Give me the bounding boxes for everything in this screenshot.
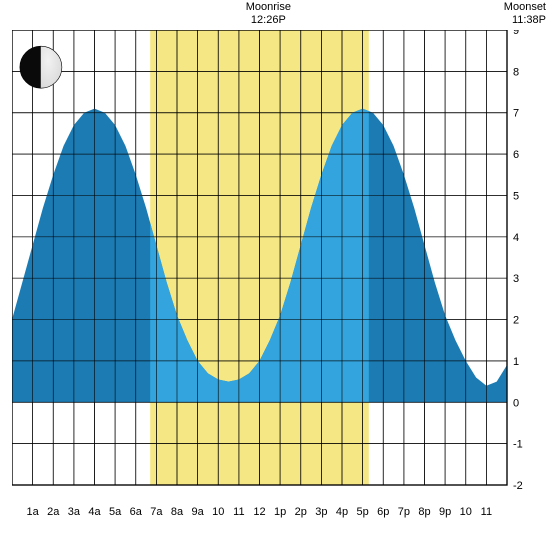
x-tick-label: 8p: [418, 506, 430, 518]
tide-chart-svg: -2-101234567891a2a3a4a5a6a7a8a9a1011121p…: [12, 30, 537, 540]
x-tick-label: 3p: [315, 506, 327, 518]
y-tick-label: 7: [513, 108, 519, 120]
x-tick-label: 6p: [377, 506, 389, 518]
x-tick-label: 1p: [274, 506, 286, 518]
y-tick-label: 4: [513, 232, 519, 244]
x-tick-label: 5p: [357, 506, 369, 518]
y-tick-label: 0: [513, 397, 519, 409]
x-tick-label: 10: [460, 506, 472, 518]
moonset-time: 11:38P: [504, 14, 546, 27]
y-tick-label: 3: [513, 273, 519, 285]
moonset-label: Moonset: [504, 1, 546, 14]
y-tick-label: 8: [513, 66, 519, 78]
x-tick-label: 9p: [439, 506, 451, 518]
x-tick-label: 9a: [192, 506, 205, 518]
y-tick-label: 9: [513, 30, 519, 37]
moonrise-label: Moonrise: [238, 1, 298, 14]
x-tick-label: 7a: [150, 506, 163, 518]
y-tick-label: 2: [513, 315, 519, 327]
moon-phase-icon: [20, 46, 62, 88]
x-tick-label: 11: [481, 506, 492, 518]
y-tick-label: -1: [513, 439, 523, 451]
x-tick-label: 6a: [130, 506, 143, 518]
tide-chart-container: Moonrise 12:26P Moonset 11:38P -2-101234…: [0, 0, 550, 550]
x-tick-label: 3a: [68, 506, 81, 518]
x-tick-label: 2p: [295, 506, 307, 518]
y-tick-label: 5: [513, 190, 519, 202]
moonrise-time: 12:26P: [238, 14, 298, 27]
y-tick-label: 6: [513, 149, 519, 161]
y-tick-label: 1: [513, 356, 519, 368]
x-tick-label: 4a: [88, 506, 101, 518]
x-tick-label: 10: [212, 506, 224, 518]
x-tick-label: 11: [233, 506, 244, 518]
chart-area: -2-101234567891a2a3a4a5a6a7a8a9a1011121p…: [12, 30, 522, 525]
moonset-annotation: Moonset 11:38P: [504, 1, 546, 27]
x-tick-label: 8a: [171, 506, 184, 518]
x-tick-label: 4p: [336, 506, 348, 518]
x-tick-label: 2a: [47, 506, 60, 518]
x-tick-label: 5a: [109, 506, 122, 518]
x-tick-label: 1a: [27, 506, 40, 518]
x-tick-label: 7p: [398, 506, 410, 518]
y-tick-label: -2: [513, 480, 523, 492]
x-tick-label: 12: [253, 506, 265, 518]
moonrise-annotation: Moonrise 12:26P: [238, 1, 298, 27]
